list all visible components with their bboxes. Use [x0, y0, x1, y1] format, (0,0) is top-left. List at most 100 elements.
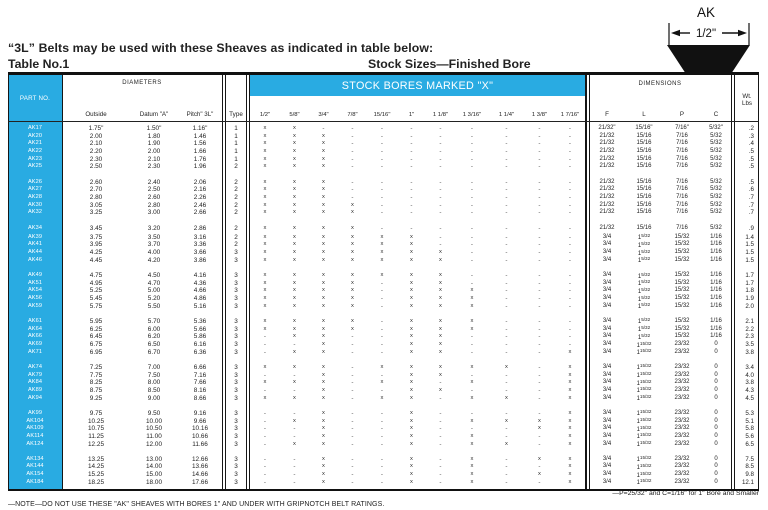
dim-f-value: 21/32 — [599, 148, 615, 155]
stock-sizes-subtitle: Stock Sizes—Finished Bore — [368, 57, 531, 71]
dim-f-value: 21/32 — [599, 194, 615, 200]
outside-diameter: 9.25 — [89, 394, 103, 402]
part-no: AK20 — [27, 132, 43, 139]
fraction-superscript: 15/32 — [639, 340, 652, 346]
type-value: 3 — [234, 348, 238, 356]
dim-f-value: 3/4 — [602, 417, 612, 424]
bore-x-mark: x — [470, 295, 474, 302]
bore-dash-mark: - — [470, 125, 474, 132]
bore-dash-mark: - — [410, 194, 413, 201]
bore-dash-mark: - — [568, 148, 572, 156]
dim-c-value: 5/32 — [710, 155, 722, 162]
bore-dash-mark: - — [439, 125, 442, 132]
bore-x-mark: x — [263, 233, 267, 240]
bore-dash-mark: - — [351, 417, 354, 425]
outside-diameter: 2.50 — [89, 163, 103, 171]
bore-dash-mark: - — [470, 333, 474, 341]
dim-l-value: 15/32 — [637, 256, 651, 265]
bore-dash-mark: - — [538, 256, 541, 264]
weight-value: 8.5 — [745, 463, 754, 471]
datum-diameter: 3.00 — [147, 209, 161, 217]
bore-dash-mark: - — [380, 287, 384, 295]
bore-dash-mark: - — [470, 272, 474, 279]
bore-dash-mark: - — [505, 224, 508, 232]
pitch-diameter: 4.36 — [193, 279, 207, 287]
bore-dash-mark: - — [380, 209, 384, 217]
bore-x-mark: x — [322, 409, 325, 416]
outside-diameter: 5.25 — [89, 287, 103, 295]
bore-dash-mark: - — [538, 163, 541, 171]
dim-f-value: 21/32 — [599, 132, 615, 139]
bore-x-mark: x — [410, 379, 413, 386]
type-value: 3 — [234, 287, 238, 295]
fraction-superscript: 15/32 — [639, 409, 652, 415]
bore-dash-mark: - — [505, 371, 508, 379]
pitch-diameter: 8.66 — [193, 394, 207, 402]
fraction-superscript: 5/32 — [641, 294, 651, 300]
bore-size-header: 3/4" — [318, 112, 329, 118]
bore-dash-mark: - — [380, 348, 384, 356]
bore-x-mark: x — [322, 132, 325, 139]
bore-x-mark: x — [351, 287, 354, 294]
bore-dash-mark: - — [470, 201, 474, 209]
bore-dash-mark: - — [505, 455, 508, 463]
bore-x-mark: x — [263, 317, 267, 324]
weight-value: 5.6 — [745, 432, 754, 440]
part-no: AK26 — [27, 178, 43, 185]
bore-x-mark: x — [470, 417, 474, 424]
datum-header: Datum "A" — [139, 111, 169, 118]
weight-value: 2.1 — [745, 317, 754, 325]
weight-value: 2.3 — [745, 333, 754, 341]
bore-x-mark: x — [322, 241, 325, 248]
dim-c-value: 0 — [714, 363, 718, 370]
bore-dash-mark: - — [380, 471, 384, 479]
bore-x-mark: x — [470, 317, 474, 324]
bore-dash-mark: - — [380, 201, 384, 209]
bore-x-mark: x — [263, 224, 267, 231]
bore-x-mark: x — [322, 155, 325, 162]
bore-dash-mark: - — [351, 194, 354, 201]
type-value: 3 — [234, 256, 238, 264]
datum-diameter: 12.00 — [146, 440, 162, 448]
type-value: 2 — [234, 224, 238, 232]
bore-dash-mark: - — [439, 432, 442, 440]
datum-diameter: 5.50 — [147, 302, 161, 310]
bore-dash-mark: - — [439, 463, 442, 471]
fraction-superscript: 15/32 — [639, 462, 652, 468]
table-row: AK69 6.75 6.50 6.16 3 - - x - - x x - - - - 3/4 115/32 23/… — [8, 340, 759, 349]
outside-diameter: 2.20 — [89, 148, 103, 156]
dim-p-value: 23/32 — [674, 363, 690, 370]
bore-x-mark: x — [568, 463, 572, 470]
weight-value: 1.5 — [745, 241, 754, 249]
bore-x-mark: x — [263, 201, 267, 208]
bore-dash-mark: - — [439, 455, 442, 463]
bore-x-mark: x — [322, 178, 325, 185]
weight-value: 4.3 — [745, 386, 754, 394]
dim-p-value: 23/32 — [674, 471, 690, 478]
dim-l-value: 15/16 — [636, 140, 652, 147]
part-no: AK66 — [27, 333, 43, 340]
datum-diameter: 9.00 — [147, 394, 161, 402]
bore-dash-mark: - — [380, 386, 384, 394]
bore-x-mark: x — [263, 302, 267, 309]
pitch-diameter: 5.66 — [193, 325, 207, 333]
outside-diameter: 9.75 — [89, 409, 103, 417]
bore-dash-mark: - — [538, 325, 541, 333]
bore-dash-mark: - — [470, 241, 474, 249]
bore-dash-mark: - — [470, 140, 474, 148]
outside-diameter: 13.25 — [88, 455, 104, 463]
bore-x-mark: x — [322, 371, 325, 378]
bore-size-header: 1" — [408, 112, 415, 118]
bore-dash-mark: - — [470, 163, 474, 171]
pitch-diameter: 11.66 — [192, 440, 208, 448]
bore-x-mark: x — [538, 417, 541, 424]
pitch-diameter: 6.16 — [193, 341, 207, 348]
bore-dash-mark: - — [380, 132, 384, 140]
weight-value: 5.1 — [745, 417, 754, 425]
dim-f-value: 21/32 — [599, 224, 615, 231]
bore-dash-mark: - — [439, 471, 442, 479]
bore-dash-mark: - — [263, 386, 267, 394]
dim-c-value: 1/16 — [710, 279, 722, 286]
bore-x-mark: x — [439, 249, 442, 256]
fraction-superscript: 5/32 — [641, 271, 651, 277]
